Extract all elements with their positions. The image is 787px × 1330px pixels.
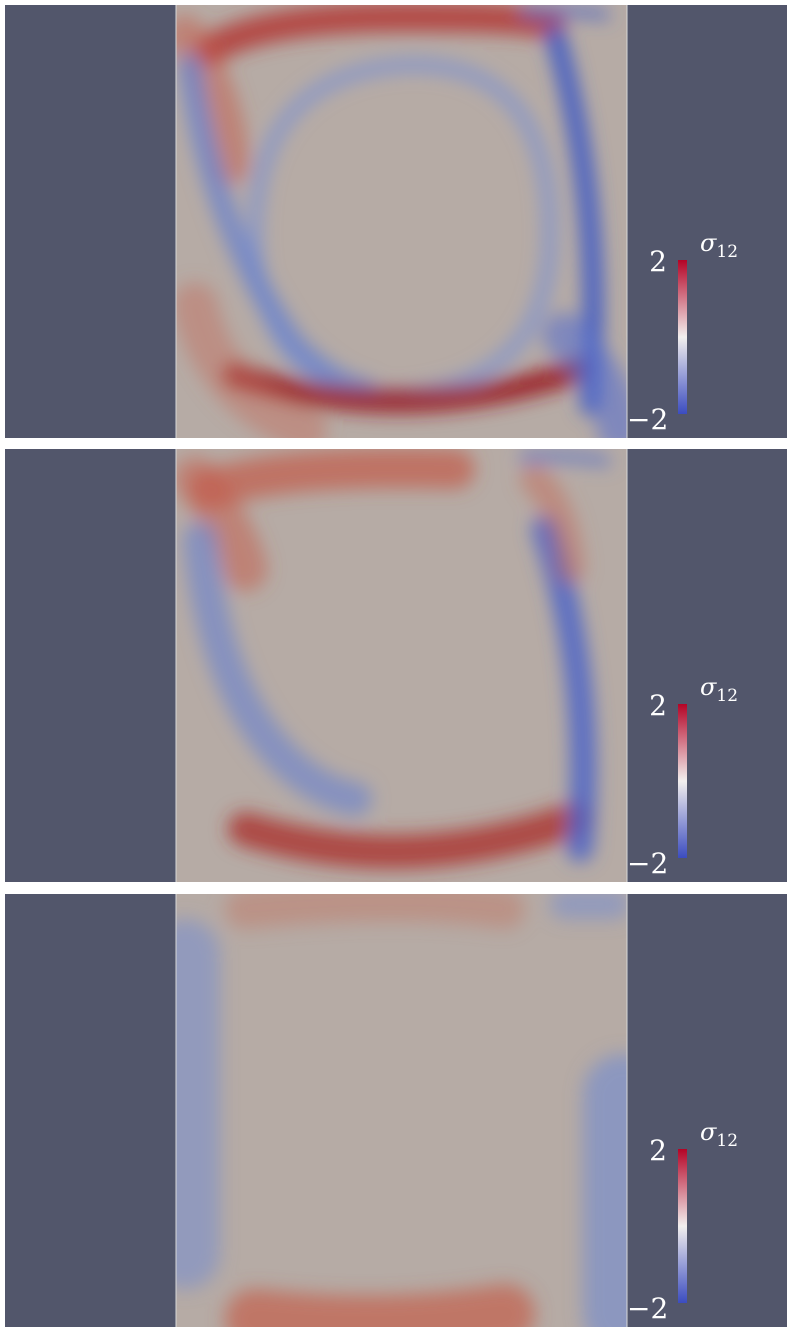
stress-band: [179, 54, 376, 401]
stress-band: [190, 449, 475, 509]
field: [176, 894, 627, 1327]
colorbar-symbol: σ: [700, 229, 717, 257]
stress-band: [225, 894, 525, 929]
colorbar: [678, 704, 687, 858]
colorbar-symbol: σ: [700, 673, 717, 701]
colorbar-subscript: 12: [716, 1131, 738, 1151]
colorbar-min: −2: [627, 403, 668, 436]
panel: σ12 2 −2: [5, 5, 787, 438]
panel: σ12 2 −2: [5, 894, 787, 1327]
stress-band: [520, 464, 585, 584]
colorbar-title: σ12: [700, 673, 738, 706]
colorbar: [678, 1149, 687, 1303]
stress-band: [195, 5, 565, 65]
colorbar-subscript: 12: [716, 686, 738, 706]
colorbar-subscript: 12: [716, 242, 738, 262]
colorbar-min: −2: [627, 1292, 668, 1325]
panel: σ12 2 −2: [5, 449, 787, 882]
stress-band: [228, 802, 592, 869]
field-pattern: [176, 5, 627, 438]
colorbar-title: σ12: [700, 229, 738, 262]
stress-band: [223, 358, 592, 414]
colorbar-symbol: σ: [700, 1118, 717, 1146]
stress-band: [519, 450, 611, 467]
stress-band: [520, 6, 610, 20]
colorbar-max: 2: [649, 689, 667, 722]
colorbar-max: 2: [649, 1134, 667, 1167]
colorbar-title: σ12: [700, 1118, 738, 1151]
colorbar: [678, 260, 687, 414]
stress-band: [183, 522, 372, 816]
colorbar-max: 2: [649, 245, 667, 278]
field-pattern: [176, 894, 627, 1327]
field-pattern: [176, 449, 611, 869]
stress-band: [176, 456, 268, 592]
colorbar-min: −2: [627, 847, 668, 880]
stress-band: [176, 282, 328, 438]
stress-band: [176, 15, 250, 185]
stress-band: [542, 312, 627, 438]
stress-band: [225, 1284, 535, 1327]
